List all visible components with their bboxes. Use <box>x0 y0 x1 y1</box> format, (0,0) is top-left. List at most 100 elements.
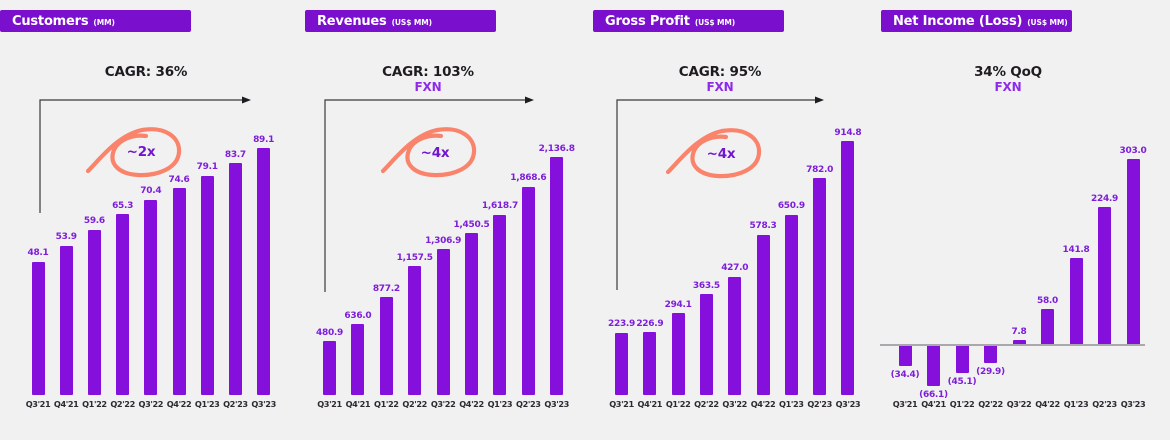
bar-value-label: 1,157.5 <box>396 252 433 263</box>
bar-Q1'23 <box>200 175 214 395</box>
bar-Q1'22 <box>87 229 101 395</box>
growth-callout: CAGR: 95% FXN <box>574 64 866 95</box>
bar-Q3'23 <box>1126 159 1140 345</box>
chart-title-banner: Net Income (Loss) (US$ MM) <box>881 10 1072 32</box>
bar-Q3'22 <box>144 199 158 395</box>
bar-Q4'21 <box>643 332 657 395</box>
bar-Q2'23 <box>521 186 535 395</box>
bar-Q4'22 <box>756 234 770 395</box>
x-axis-label: Q3'23 <box>544 399 569 409</box>
bar-value-label: 1,450.5 <box>453 219 490 230</box>
bar-value-label: 79.1 <box>196 162 218 173</box>
bar-value-label: (29.9) <box>976 367 1005 378</box>
chart-title-banner: Gross Profit (US$ MM) <box>593 10 784 32</box>
bar-value-label: 89.1 <box>253 134 275 145</box>
bar-Q1'23 <box>1069 258 1083 345</box>
bar-value-label: 782.0 <box>806 164 834 175</box>
chart-title: Net Income (Loss) <box>893 13 1023 29</box>
multiple-annotation: ~2x <box>126 144 156 160</box>
hand-drawn-circle-icon <box>380 127 477 178</box>
x-axis-label: Q1'23 <box>779 399 804 409</box>
x-axis-label: Q4'21 <box>53 399 79 409</box>
chart-net-income: Net Income (Loss) (US$ MM) 34% QoQ FXN (… <box>878 0 1170 440</box>
x-axis-label: Q4'21 <box>345 399 371 409</box>
bar-value-label: 363.5 <box>692 280 720 291</box>
multiple-annotation: ~4x <box>706 146 736 162</box>
x-axis-label: Q3'22 <box>722 399 747 409</box>
x-axis-label: Q1'22 <box>374 399 399 409</box>
bar-value-label: 141.8 <box>1062 244 1090 255</box>
bar-value-label: 1,618.7 <box>481 201 518 212</box>
fx-neutral-text: FXN <box>706 80 734 95</box>
bar-Q1'22 <box>671 313 685 395</box>
bar-Q2'23 <box>1098 207 1111 345</box>
bar-value-label: 1,306.9 <box>425 235 462 246</box>
bar-value-label: 83.7 <box>224 149 246 160</box>
x-axis-label: Q3'23 <box>835 399 861 409</box>
bar-Q3'21 <box>31 261 45 395</box>
x-axis-label: Q4'22 <box>166 399 192 409</box>
bar-value-label: 59.6 <box>83 216 105 227</box>
x-axis-label: Q2'22 <box>110 399 135 409</box>
multiple-annotation: ~4x <box>420 145 450 161</box>
chart-title: Gross Profit <box>605 13 690 29</box>
x-axis-label: Q3'22 <box>138 399 164 409</box>
x-axis-label: Q2'23 <box>1092 399 1117 409</box>
bar-Q2'22 <box>408 266 422 395</box>
bar-Q4'22 <box>1041 309 1054 345</box>
growth-rate-text: CAGR: 103% <box>382 64 474 80</box>
x-axis-label: Q1'22 <box>949 399 975 409</box>
bar-Q1'22 <box>379 297 393 395</box>
hand-drawn-circle-icon <box>85 127 182 178</box>
bar-Q4'22 <box>172 188 186 395</box>
growth-callout: CAGR: 103% FXN <box>282 64 574 95</box>
growth-callout: CAGR: 36% <box>0 64 292 80</box>
chart-unit-label: (US$ MM) <box>391 18 432 27</box>
bar-value-label: 74.6 <box>168 174 190 185</box>
growth-rate-text: 34% QoQ <box>974 64 1042 80</box>
chart-unit-label: (US$ MM) <box>1027 18 1068 27</box>
bar-value-label: 224.9 <box>1091 193 1118 204</box>
chart-title-banner: Customers (MM) <box>0 10 191 32</box>
x-axis-label: Q3'21 <box>317 399 342 409</box>
bar-value-label: (34.4) <box>890 370 920 381</box>
x-axis-label: Q3'21 <box>25 399 51 409</box>
bar-Q3'21 <box>615 332 628 395</box>
hand-drawn-circle-icon <box>665 128 762 179</box>
bar-value-label: 2,136.8 <box>538 143 575 154</box>
bar-value-label: 1,868.6 <box>510 173 547 184</box>
bar-value-label: 294.1 <box>664 299 692 310</box>
bar-value-label: 53.9 <box>55 232 77 243</box>
bar-Q4'21 <box>351 324 365 395</box>
x-axis-label: Q1'23 <box>194 399 220 409</box>
bar-Q4'21 <box>927 345 940 386</box>
bar-Q2'22 <box>116 214 130 395</box>
x-axis-label: Q2'23 <box>223 399 248 409</box>
bar-value-label: 58.0 <box>1036 295 1058 306</box>
bar-value-label: 48.1 <box>27 248 49 259</box>
x-axis-label: Q3'22 <box>430 399 456 409</box>
x-axis-label: Q3'23 <box>1120 399 1146 409</box>
bar-Q3'21 <box>323 341 336 395</box>
bar-Q2'23 <box>228 163 242 395</box>
bar-Q2'23 <box>813 178 827 395</box>
x-axis-label: Q2'23 <box>516 399 541 409</box>
bar-value-label: 650.9 <box>777 201 805 212</box>
bar-Q3'21 <box>898 345 912 367</box>
bar-Q4'22 <box>465 233 478 395</box>
bar-Q1'23 <box>784 214 798 395</box>
x-axis-label: Q4'22 <box>1035 399 1060 409</box>
x-axis-label: Q4'22 <box>459 399 484 409</box>
bar-value-label: 636.0 <box>344 310 372 321</box>
bar-Q3'23 <box>550 157 564 395</box>
x-axis-label: Q4'21 <box>921 399 946 409</box>
x-axis-label: Q3'22 <box>1006 399 1032 409</box>
bar-value-label: 877.2 <box>372 283 400 294</box>
x-axis-label: Q1'22 <box>82 399 107 409</box>
bar-plot-area: 223.9 Q3'21 226.9 Q4'21 294.1 Q1'22 363.5 Q2'22… <box>585 0 877 440</box>
x-axis-label: Q4'21 <box>637 399 663 409</box>
growth-rate-text: CAGR: 36% <box>104 64 188 80</box>
chart-unit-label: (MM) <box>93 18 115 27</box>
bar-Q1'22 <box>955 345 969 373</box>
x-axis-label: Q2'23 <box>807 399 832 409</box>
